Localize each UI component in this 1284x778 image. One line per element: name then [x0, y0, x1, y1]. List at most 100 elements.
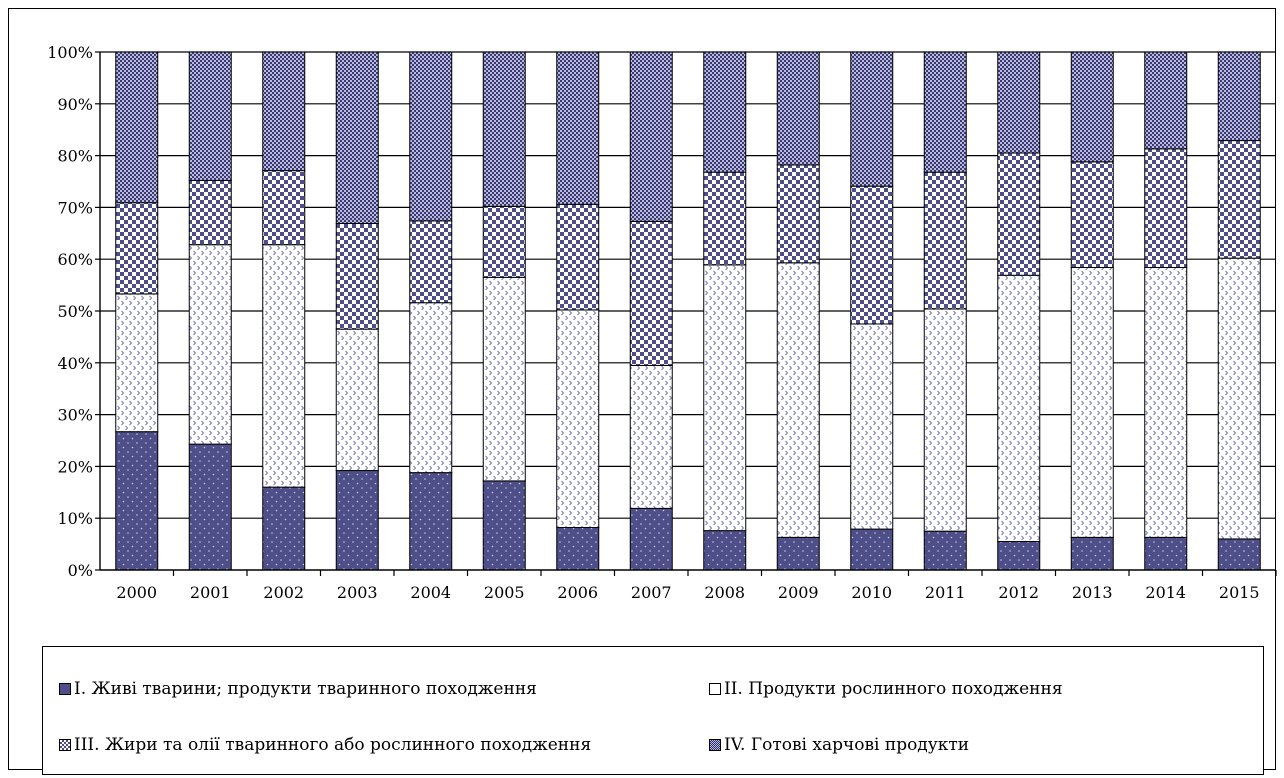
bar-segment-2015-series-2 [1217, 257, 1261, 540]
y-tick-label: 70% [57, 198, 93, 217]
axes [95, 51, 1277, 576]
bars [115, 51, 1261, 571]
bar-segment-2006-series-3 [556, 203, 600, 311]
legend-item-series-3: ІІІ. Жири та олії тваринного або рослинн… [59, 735, 591, 755]
y-tick-label: 60% [57, 250, 93, 269]
x-tick-label: 2010 [851, 583, 892, 602]
y-tick-label: 40% [57, 354, 93, 373]
bar-segment-2001-series-2 [188, 244, 232, 445]
y-tick-label: 20% [57, 457, 93, 476]
y-tick-labels: 0% 10% 20% 30% 40% 50% 60% 70% 80% 90% 100% [47, 43, 93, 580]
bar-segment-2005-series-2 [482, 276, 526, 482]
bar-segment-2010-series-2 [850, 323, 894, 530]
bar-segment-2009-series-2 [776, 262, 820, 538]
x-tick-label: 2006 [557, 583, 598, 602]
bar-segment-2014-series-2 [1144, 266, 1188, 538]
bar-segment-2001-series-3 [188, 179, 232, 246]
x-tick-labels: 2000 2001 2002 2003 2004 2005 2006 2007 2008 2009… [116, 583, 1259, 602]
bar-segment-2011-series-4 [923, 51, 967, 173]
bar-segment-2014-series-1 [1144, 536, 1188, 571]
y-tick-label: 100% [47, 43, 93, 62]
bar-segment-2006-series-2 [556, 309, 600, 529]
bar-segment-2009-series-4 [776, 51, 820, 166]
x-tick-label: 2002 [263, 583, 304, 602]
bar-segment-2003-series-3 [335, 222, 379, 330]
bar-segment-2004-series-2 [409, 302, 453, 474]
bar-segment-2004-series-3 [409, 220, 453, 304]
legend: І. Живі тварини; продукти тваринного пох… [42, 646, 1264, 775]
y-tick-label: 50% [57, 302, 93, 321]
bar-segment-2005-series-4 [482, 51, 526, 207]
bar-segment-2011-series-1 [923, 530, 967, 571]
y-tick-label: 80% [57, 147, 93, 166]
legend-label: І. Живі тварини; продукти тваринного пох… [74, 679, 537, 699]
y-tick-label: 10% [57, 509, 93, 528]
bar-segment-2002-series-3 [262, 170, 306, 246]
bar-segment-2005-series-1 [482, 480, 526, 571]
y-tick-label: 90% [57, 95, 93, 114]
bar-segment-2006-series-1 [556, 527, 600, 571]
bar-segment-2014-series-4 [1144, 51, 1188, 150]
bar-segment-2000-series-2 [115, 293, 159, 433]
bar-segment-2015-series-3 [1217, 140, 1261, 259]
bar-segment-2007-series-3 [629, 220, 673, 366]
y-tick-label: 30% [57, 406, 93, 425]
legend-label: IV. Готові харчові продукти [724, 735, 970, 755]
legend-item-series-2: ІІ. Продукти рослинного походження [709, 679, 1063, 699]
bar-segment-2013-series-4 [1070, 51, 1114, 163]
bar-segment-2004-series-4 [409, 51, 453, 222]
bar-segment-2005-series-3 [482, 205, 526, 278]
legend-swatch-fine-checker-icon [709, 739, 721, 751]
bar-segment-2013-series-2 [1070, 266, 1114, 538]
bar-segment-2015-series-1 [1217, 538, 1261, 571]
legend-swatch-dark-icon [59, 683, 71, 695]
legend-item-series-1: І. Живі тварини; продукти тваринного пох… [59, 679, 537, 699]
bar-segment-2008-series-4 [703, 51, 747, 173]
bar-segment-2008-series-3 [703, 171, 747, 266]
bar-segment-2008-series-1 [703, 530, 747, 571]
bar-segment-2003-series-1 [335, 470, 379, 571]
legend-swatch-checker-icon [59, 739, 71, 751]
x-tick-label: 2005 [484, 583, 525, 602]
bar-segment-2002-series-2 [262, 244, 306, 488]
bar-segment-2012-series-1 [997, 541, 1041, 571]
bar-segment-2009-series-3 [776, 164, 820, 264]
bar-segment-2007-series-2 [629, 364, 673, 509]
bar-segment-2015-series-4 [1217, 51, 1261, 142]
x-tick-label: 2015 [1219, 583, 1260, 602]
bar-segment-2003-series-2 [335, 328, 379, 472]
legend-item-series-4: IV. Готові харчові продукти [709, 735, 969, 755]
y-tick-label: 0% [68, 561, 93, 580]
bar-segment-2001-series-1 [188, 443, 232, 571]
bar-segment-2000-series-3 [115, 202, 159, 295]
bar-segment-2012-series-3 [997, 152, 1041, 276]
bar-segment-2011-series-2 [923, 308, 967, 532]
bar-segment-2014-series-3 [1144, 148, 1188, 268]
bar-segment-2012-series-2 [997, 274, 1041, 543]
x-tick-label: 2009 [778, 583, 819, 602]
bar-segment-2002-series-1 [262, 486, 306, 571]
bar-segment-2010-series-1 [850, 528, 894, 571]
legend-swatch-light-icon [709, 683, 721, 695]
x-tick-label: 2000 [116, 583, 157, 602]
bar-segment-2007-series-1 [629, 507, 673, 571]
x-tick-label: 2013 [1072, 583, 1113, 602]
x-tick-label: 2012 [998, 583, 1039, 602]
x-tick-label: 2014 [1145, 583, 1186, 602]
bar-segment-2004-series-1 [409, 472, 453, 571]
bar-segment-2009-series-1 [776, 536, 820, 571]
bar-segment-2008-series-2 [703, 264, 747, 532]
bar-segment-2001-series-4 [188, 51, 232, 181]
x-tick-label: 2011 [925, 583, 966, 602]
bar-segment-2007-series-4 [629, 51, 673, 222]
x-tick-label: 2001 [190, 583, 231, 602]
x-tick-label: 2007 [631, 583, 672, 602]
bar-segment-2010-series-4 [850, 51, 894, 187]
legend-label: ІІІ. Жири та олії тваринного або рослинн… [74, 735, 592, 755]
legend-label: ІІ. Продукти рослинного походження [724, 679, 1063, 699]
bar-segment-2013-series-3 [1070, 161, 1114, 268]
bar-segment-2012-series-4 [997, 51, 1041, 154]
bar-segment-2003-series-4 [335, 51, 379, 224]
bar-segment-2000-series-1 [115, 431, 159, 571]
